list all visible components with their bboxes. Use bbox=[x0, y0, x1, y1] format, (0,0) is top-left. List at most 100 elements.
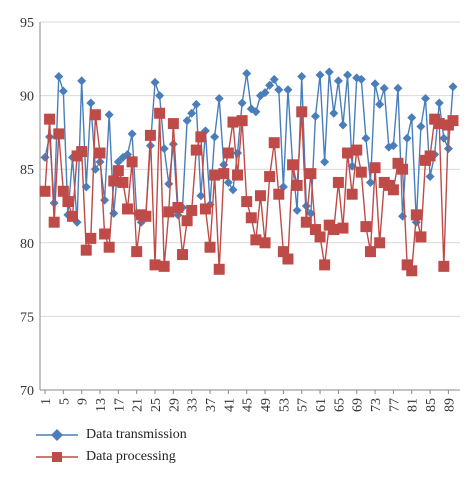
data-point bbox=[269, 74, 279, 84]
data-point bbox=[356, 74, 366, 84]
x-tick-label: 9 bbox=[76, 398, 91, 405]
legend: Data transmission Data processing bbox=[36, 424, 187, 468]
data-point bbox=[251, 107, 261, 117]
data-point bbox=[370, 79, 380, 89]
data-point bbox=[443, 144, 453, 154]
x-tick-label: 13 bbox=[94, 398, 109, 412]
data-point bbox=[264, 171, 276, 183]
x-tick-label: 53 bbox=[277, 398, 292, 412]
data-point bbox=[58, 86, 68, 96]
data-point bbox=[333, 76, 343, 86]
data-point bbox=[425, 172, 435, 182]
data-point bbox=[144, 129, 156, 141]
data-point bbox=[305, 168, 317, 180]
data-point bbox=[232, 169, 244, 181]
y-tick-label: 85 bbox=[20, 163, 34, 178]
x-tick-label: 65 bbox=[332, 398, 347, 412]
data-point bbox=[406, 265, 418, 277]
x-tick-label: 69 bbox=[351, 398, 366, 412]
data-point bbox=[190, 144, 202, 156]
x-tick-label: 49 bbox=[259, 398, 274, 412]
data-point bbox=[241, 196, 253, 208]
data-point bbox=[260, 88, 270, 98]
data-point bbox=[218, 168, 230, 180]
data-point bbox=[150, 77, 160, 87]
data-point bbox=[187, 108, 197, 118]
data-point bbox=[237, 98, 247, 108]
x-tick-label: 81 bbox=[406, 398, 421, 412]
data-point bbox=[365, 177, 375, 187]
data-point bbox=[122, 203, 134, 215]
data-point bbox=[297, 71, 307, 81]
data-point bbox=[329, 108, 339, 118]
series-data-processing bbox=[39, 106, 459, 277]
data-point bbox=[369, 162, 381, 174]
data-point bbox=[123, 149, 133, 159]
data-point bbox=[103, 241, 115, 253]
data-point bbox=[309, 224, 321, 236]
data-point bbox=[320, 157, 330, 167]
data-point bbox=[379, 83, 389, 93]
data-point bbox=[149, 259, 161, 271]
data-point bbox=[172, 201, 184, 213]
data-point bbox=[401, 259, 413, 271]
x-tick-label: 37 bbox=[204, 398, 219, 412]
diamond-marker-icon bbox=[36, 429, 78, 441]
square-marker-icon bbox=[36, 452, 78, 462]
data-point bbox=[77, 76, 87, 86]
data-point bbox=[57, 185, 69, 197]
data-point bbox=[332, 176, 344, 188]
data-point bbox=[274, 85, 284, 95]
legend-label-data-transmission: Data transmission bbox=[86, 427, 187, 442]
data-point bbox=[361, 133, 371, 143]
data-point bbox=[375, 99, 385, 109]
data-point bbox=[315, 70, 325, 80]
data-point bbox=[126, 156, 138, 168]
data-point bbox=[214, 94, 224, 104]
data-point bbox=[387, 184, 399, 196]
data-point bbox=[292, 205, 302, 215]
data-point bbox=[374, 237, 386, 249]
data-point bbox=[310, 111, 320, 121]
data-point bbox=[265, 80, 275, 90]
legend-item-data-transmission: Data transmission bbox=[36, 424, 187, 446]
data-point bbox=[49, 198, 59, 208]
y-tick-label: 90 bbox=[20, 90, 34, 105]
x-tick-label: 21 bbox=[131, 398, 146, 412]
data-point bbox=[158, 260, 170, 272]
data-point bbox=[342, 147, 354, 159]
data-point bbox=[94, 147, 106, 159]
x-tick-label: 77 bbox=[387, 398, 402, 412]
x-tick-label: 73 bbox=[369, 398, 384, 412]
y-tick-label: 70 bbox=[20, 384, 34, 399]
data-point bbox=[439, 133, 449, 143]
data-point bbox=[397, 163, 409, 175]
data-point bbox=[393, 83, 403, 93]
data-point bbox=[191, 99, 201, 109]
data-point bbox=[273, 188, 285, 200]
x-tick-label: 61 bbox=[314, 398, 329, 412]
data-point bbox=[155, 91, 165, 101]
data-point bbox=[283, 85, 293, 95]
x-tick-label: 57 bbox=[296, 398, 311, 412]
data-point bbox=[447, 115, 459, 127]
data-point bbox=[85, 232, 97, 244]
data-point bbox=[364, 246, 376, 258]
data-point bbox=[163, 206, 175, 218]
data-point bbox=[328, 224, 340, 236]
data-point bbox=[86, 98, 96, 108]
data-point bbox=[67, 210, 79, 222]
data-point bbox=[104, 110, 114, 120]
data-point bbox=[392, 157, 404, 169]
data-point bbox=[410, 209, 422, 221]
data-point bbox=[80, 244, 92, 256]
data-point bbox=[236, 115, 248, 127]
data-point bbox=[398, 211, 408, 221]
data-point bbox=[40, 152, 50, 162]
data-point bbox=[402, 133, 412, 143]
data-point bbox=[186, 204, 198, 216]
data-point bbox=[242, 69, 252, 79]
data-point bbox=[181, 215, 193, 227]
y-tick-label: 80 bbox=[20, 237, 34, 252]
